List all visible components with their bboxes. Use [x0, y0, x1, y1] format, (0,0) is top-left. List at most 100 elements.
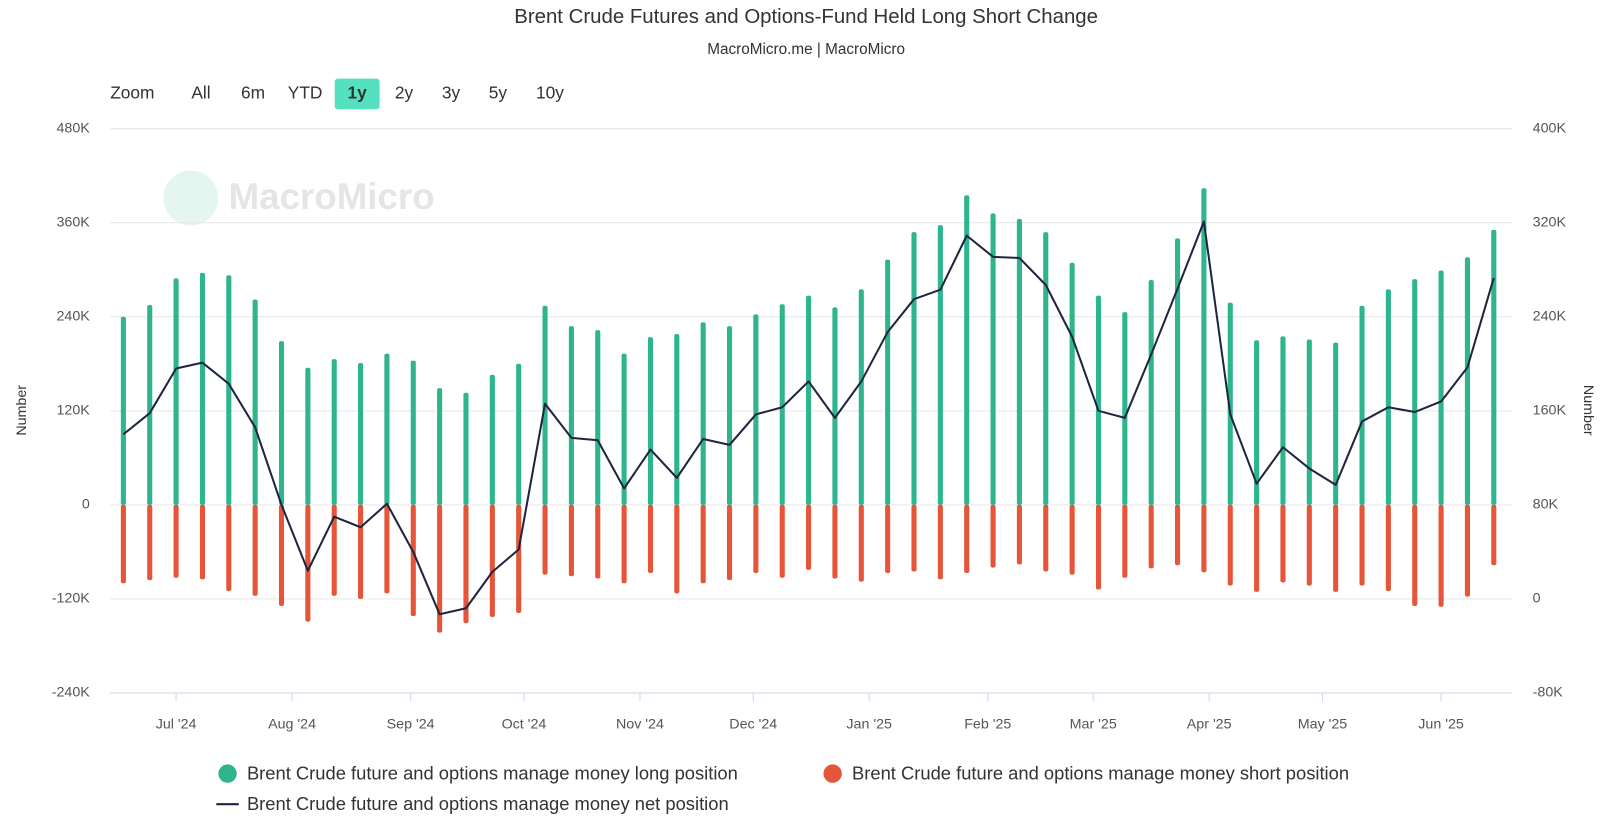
bar: [173, 278, 179, 505]
bar: [1148, 504, 1154, 569]
y-tick-label: -240K: [52, 685, 91, 701]
bar: [1016, 218, 1022, 505]
y-tick-label: 120K: [56, 403, 90, 419]
bar: [199, 504, 205, 580]
bar: [489, 374, 495, 505]
bar: [753, 504, 759, 574]
bar: [252, 299, 258, 505]
bar: [437, 504, 443, 633]
x-tick-label: Jun '25: [1418, 716, 1464, 732]
bar: [384, 504, 390, 594]
bar: [147, 504, 153, 581]
bar: [1095, 504, 1102, 590]
bar: [1122, 312, 1128, 505]
bar: [147, 305, 153, 505]
range-button[interactable]: 2y: [395, 83, 414, 103]
bar: [226, 275, 232, 505]
bar: [516, 504, 522, 614]
bar: [806, 295, 812, 505]
bar: [358, 363, 364, 505]
bar: [1464, 257, 1470, 505]
bar: [489, 504, 495, 617]
bar: [1254, 504, 1260, 592]
bar: [1174, 238, 1181, 505]
bar: [911, 504, 917, 572]
bar: [1043, 232, 1049, 505]
range-button[interactable]: 6m: [241, 83, 265, 103]
bar: [1201, 188, 1207, 505]
bar: [726, 504, 733, 581]
bar: [858, 504, 864, 582]
bar: [1385, 289, 1391, 505]
bar: [990, 504, 996, 568]
range-button-label: 6m: [241, 83, 265, 103]
bar: [278, 341, 285, 505]
bar: [990, 213, 996, 505]
bar: [1280, 504, 1286, 583]
bar: [806, 504, 812, 570]
range-button[interactable]: 1y: [334, 78, 380, 110]
x-tick-label: Jul '24: [156, 716, 197, 732]
legend-item[interactable]: Brent Crude future and options manage mo…: [218, 762, 738, 783]
range-button[interactable]: YTD: [288, 83, 323, 103]
bar: [120, 316, 126, 505]
bar: [1385, 504, 1391, 592]
bar: [1333, 504, 1339, 592]
legend-symbol: [218, 764, 237, 783]
bar: [516, 363, 522, 505]
range-button-label: YTD: [288, 83, 323, 103]
bar: [858, 289, 864, 505]
range-button-label: 3y: [442, 83, 461, 103]
bar: [384, 353, 390, 505]
bar: [331, 504, 337, 596]
bar: [595, 504, 601, 579]
bar: [173, 504, 179, 578]
range-button[interactable]: All: [191, 83, 210, 103]
bar: [1333, 342, 1339, 505]
bar: [1201, 504, 1207, 573]
y2-tick-label: 400K: [1533, 120, 1567, 136]
bar: [437, 388, 443, 505]
bar: [1438, 504, 1444, 607]
bar: [964, 504, 970, 574]
range-button-label: 2y: [395, 83, 414, 103]
bar: [1122, 504, 1128, 578]
bar: [1227, 302, 1233, 505]
range-button[interactable]: 10y: [536, 83, 564, 103]
bar: [647, 504, 654, 574]
bar: [937, 225, 943, 505]
bar: [674, 504, 680, 594]
bar: [1069, 504, 1075, 575]
y2-tick-label: -80K: [1533, 685, 1564, 701]
legend-item[interactable]: Brent Crude future and options manage mo…: [823, 762, 1349, 783]
bar: [1412, 279, 1418, 505]
y2-tick-label: 0: [1533, 591, 1541, 607]
bar: [542, 504, 548, 575]
bar: [885, 504, 891, 574]
bar: [199, 272, 205, 505]
y2-tick-label: 160K: [1533, 403, 1567, 419]
legend-item[interactable]: Brent Crude future and options manage mo…: [216, 793, 729, 814]
bar: [595, 330, 601, 505]
x-tick-label: Aug '24: [268, 716, 316, 732]
range-button[interactable]: 5y: [489, 83, 508, 103]
bar: [305, 504, 311, 622]
bar: [1491, 229, 1497, 505]
bar: [1306, 504, 1312, 586]
line: [122, 220, 1495, 616]
bar: [1148, 279, 1154, 505]
bar: [278, 504, 285, 606]
legend-symbol: [823, 764, 842, 783]
x-tick-label: Feb '25: [964, 716, 1011, 732]
x-tick-label: Dec '24: [729, 716, 777, 732]
watermark-text: MacroMicro: [229, 176, 435, 217]
bar: [410, 360, 416, 505]
legend-label: Brent Crude future and options manage mo…: [852, 762, 1349, 783]
watermark: MacroMicro: [163, 170, 435, 226]
bar: [779, 504, 785, 578]
range-button[interactable]: 3y: [442, 83, 461, 103]
legend-label: Brent Crude future and options manage mo…: [247, 762, 738, 783]
y2-tick-label: 80K: [1533, 497, 1559, 513]
